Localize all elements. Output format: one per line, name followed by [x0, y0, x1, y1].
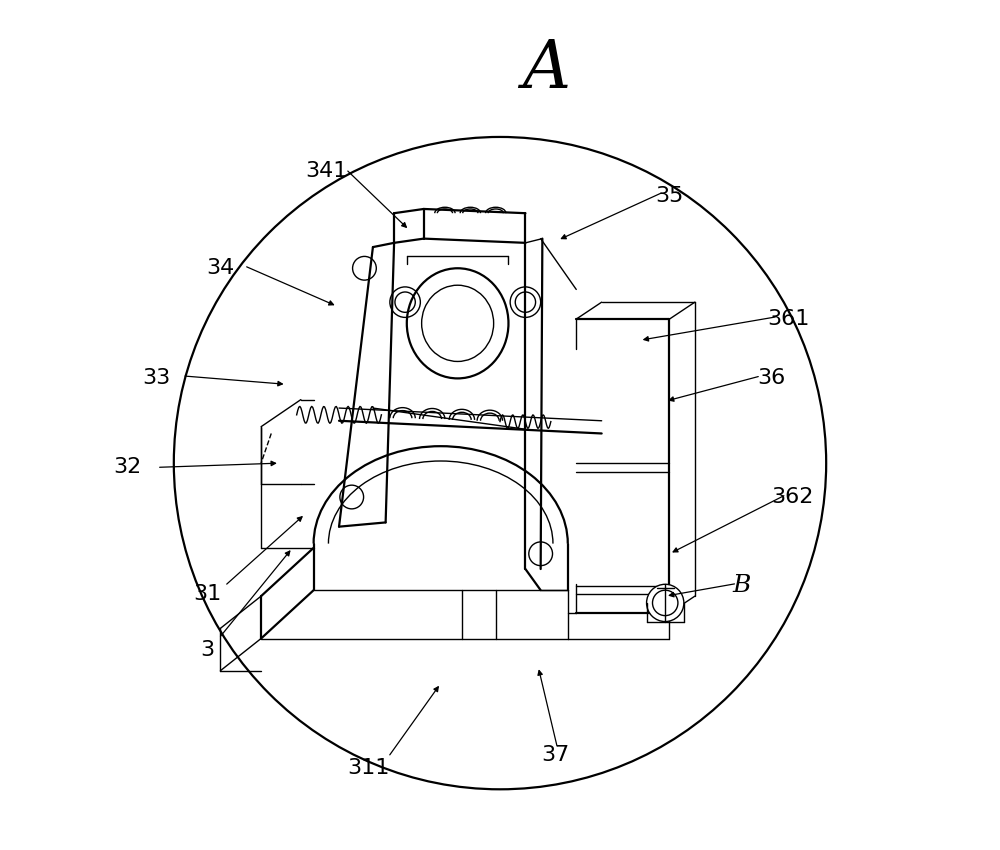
Text: 3: 3 [201, 639, 215, 660]
Text: 341: 341 [305, 161, 348, 181]
Text: 36: 36 [757, 368, 785, 388]
Text: A: A [523, 37, 571, 102]
Text: 35: 35 [655, 186, 684, 207]
Text: B: B [732, 575, 751, 598]
Text: 32: 32 [113, 457, 141, 478]
Text: 33: 33 [143, 368, 171, 388]
Text: 362: 362 [771, 487, 813, 507]
Circle shape [647, 584, 684, 621]
Text: 37: 37 [541, 745, 569, 765]
Text: 34: 34 [206, 258, 235, 278]
Polygon shape [373, 247, 462, 556]
Text: 311: 311 [347, 758, 390, 778]
Text: 361: 361 [767, 309, 809, 329]
Text: 31: 31 [194, 585, 222, 604]
